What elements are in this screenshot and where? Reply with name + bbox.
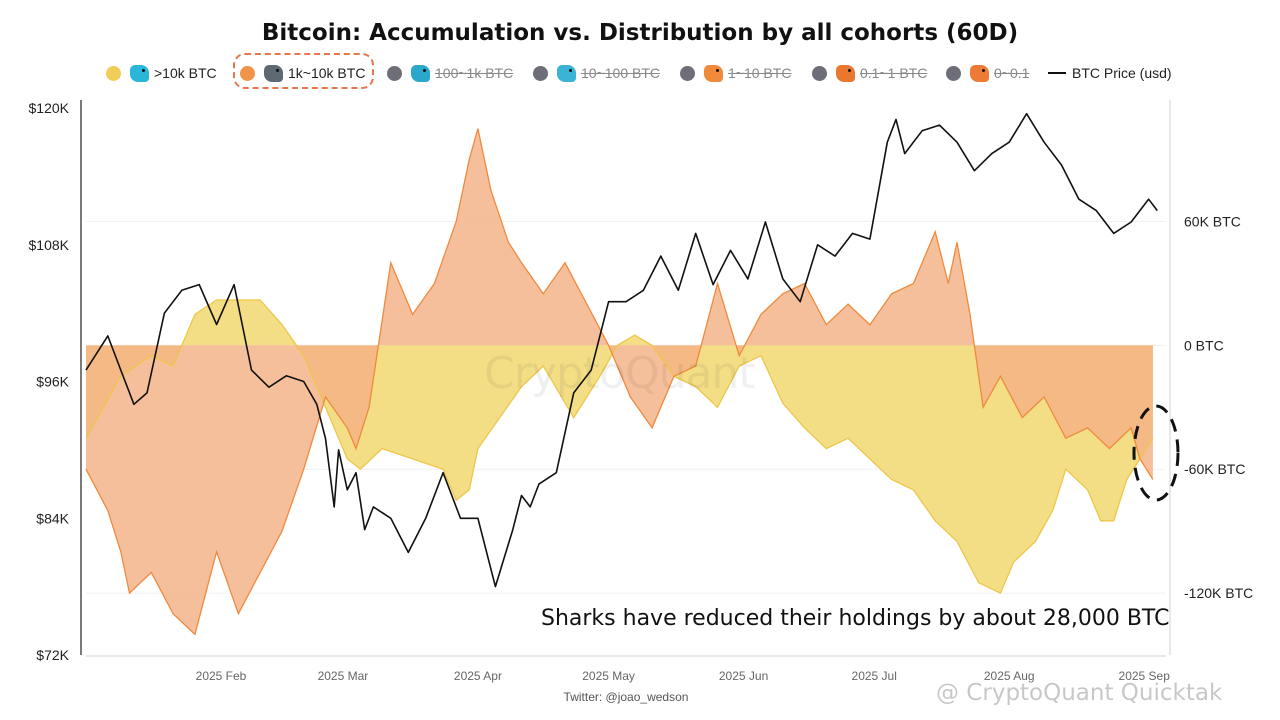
legend-swatch: [387, 65, 402, 81]
dolphin-icon: [557, 64, 576, 82]
legend-swatch: [106, 65, 121, 81]
legend-label: 1~10 BTC: [728, 65, 792, 81]
legend-highlight-box: [233, 53, 374, 89]
right-tick-label: -60K BTC: [1184, 461, 1245, 477]
annotation: Sharks have reduced their holdings by ab…: [541, 606, 1170, 631]
crab-icon: [836, 64, 855, 82]
x-tick-label: 2025 Aug: [984, 669, 1035, 683]
left-tick-label: $72K: [36, 647, 69, 663]
legend-label: 0.1~1 BTC: [860, 65, 928, 81]
whale-edge: [85, 299, 1154, 594]
x-tick-label: 2025 Apr: [454, 669, 502, 683]
btc-price-line: [85, 112, 1158, 588]
left-tick-label: $108K: [29, 237, 70, 253]
legend-label: 100~1k BTC: [435, 65, 514, 81]
legend-label: 0~0.1: [994, 65, 1030, 81]
legend-item-sharks[interactable]: 1k~10k BTC: [240, 60, 365, 86]
legend-swatch: [240, 65, 255, 81]
octopus-icon: [704, 64, 723, 82]
x-tick-label: 2025 Mar: [318, 669, 369, 683]
whale-icon: [130, 64, 149, 82]
legend-swatch: [946, 65, 961, 81]
legend-label: >10k BTC: [154, 65, 217, 81]
shark-icon: [264, 64, 283, 82]
right-tick-label: -120K BTC: [1184, 585, 1253, 601]
area-series: [85, 128, 1154, 636]
shark-edge: [85, 128, 1154, 636]
legend-label: 10~100 BTC: [581, 65, 660, 81]
legend-item-crabs[interactable]: 0.1~1 BTC: [812, 60, 927, 86]
highlight-oval: [1132, 404, 1180, 502]
shark-area: [86, 128, 1153, 635]
line-icon: [1048, 72, 1066, 74]
left-tick-label: $84K: [36, 510, 69, 526]
chart-title: Bitcoin: Accumulation vs. Distribution b…: [261, 20, 1019, 46]
price-series: [85, 112, 1158, 588]
brand-watermark: @ CryptoQuant Quicktak: [936, 680, 1223, 706]
legend-swatch: [812, 65, 827, 81]
fish-icon: [411, 64, 430, 82]
right-tick-label: 60K BTC: [1184, 214, 1241, 230]
legend-item-dolphins[interactable]: 10~100 BTC: [533, 60, 660, 86]
axes: -120K BTC -60K BTC 0 BTC 60K BTC $72K $84K $96…: [29, 100, 1253, 683]
legend-item-octopus[interactable]: 1~10 BTC: [680, 60, 791, 86]
shrimp-icon: [970, 64, 989, 82]
left-tick-label: $120K: [29, 100, 70, 116]
credit: Twitter: @joao_wedson: [563, 690, 689, 704]
x-tick-label: 2025 Jun: [719, 669, 768, 683]
legend-label: 1k~10k BTC: [288, 65, 366, 81]
x-tick-label: 2025 May: [582, 669, 635, 683]
x-tick-label: 2025 Feb: [196, 669, 247, 683]
x-tick-label: 2025 Sep: [1119, 669, 1171, 683]
left-tick-label: $96K: [36, 374, 69, 390]
legend-item-btc-price[interactable]: BTC Price (usd): [1048, 60, 1172, 86]
legend-item-shrimp[interactable]: 0~0.1: [946, 60, 1029, 86]
right-tick-label: 0 BTC: [1184, 337, 1224, 353]
watermark: CryptoQuant: [484, 348, 756, 399]
legend: >10k BTC 1k~10k BTC 100~1k BTC 10~100 BT…: [0, 60, 1280, 86]
legend-swatch: [680, 65, 695, 81]
legend-swatch: [533, 65, 548, 81]
x-tick-label: 2025 Jul: [852, 669, 897, 683]
legend-item-fish[interactable]: 100~1k BTC: [387, 60, 513, 86]
legend-label: BTC Price (usd): [1072, 65, 1172, 81]
legend-item-whales[interactable]: >10k BTC: [106, 60, 217, 86]
